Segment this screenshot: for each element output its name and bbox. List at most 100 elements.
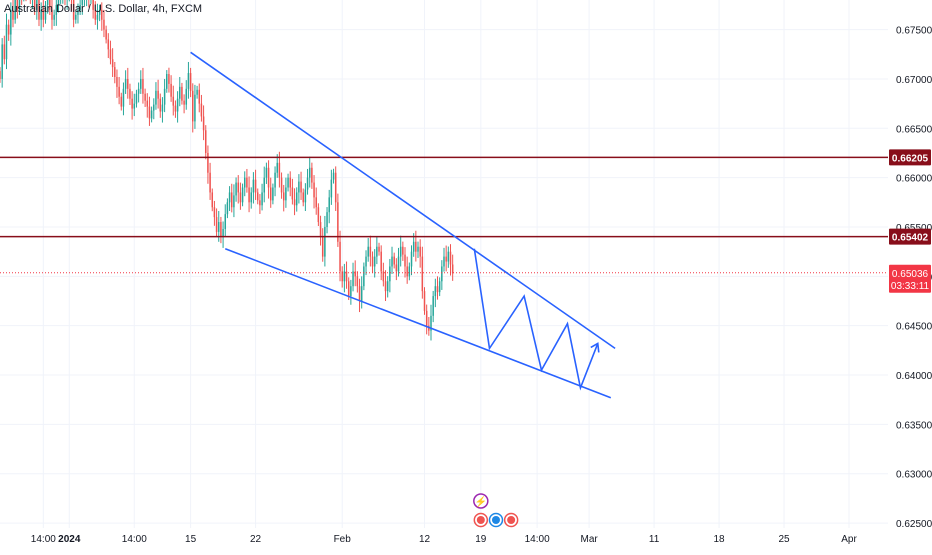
candle-body bbox=[163, 88, 166, 105]
candle-body bbox=[179, 86, 181, 99]
candle-body bbox=[408, 266, 411, 277]
candle-body bbox=[295, 192, 298, 206]
y-tick-label: 0.64000 bbox=[896, 371, 932, 382]
candle-body bbox=[92, 0, 94, 10]
candle-body bbox=[161, 104, 164, 112]
candle-body bbox=[51, 9, 53, 20]
candle-body bbox=[174, 105, 177, 112]
candle-body bbox=[133, 103, 136, 109]
candle-body bbox=[166, 74, 168, 89]
x-tick-label: 12 bbox=[419, 534, 431, 545]
candle-body bbox=[441, 266, 443, 282]
candle-body bbox=[421, 256, 424, 292]
y-tick-label: 0.66000 bbox=[896, 174, 932, 185]
candle-body bbox=[332, 172, 335, 180]
candle-body bbox=[230, 192, 233, 208]
candle-body bbox=[144, 93, 146, 101]
candle-body bbox=[98, 9, 101, 15]
candle-body bbox=[18, 0, 21, 10]
candle-body bbox=[254, 179, 257, 193]
candle-body bbox=[202, 116, 205, 131]
event-marker-lightning bbox=[473, 493, 489, 509]
candle-body bbox=[103, 19, 105, 30]
candle-body bbox=[72, 0, 75, 20]
candle-body bbox=[269, 187, 272, 201]
candle-body bbox=[308, 167, 311, 178]
candle-body bbox=[1, 44, 3, 79]
candle-body bbox=[438, 281, 441, 293]
x-tick-label: 11 bbox=[649, 534, 660, 545]
candle-body bbox=[378, 246, 380, 252]
candle-body bbox=[261, 192, 263, 206]
flag-icon-fill bbox=[491, 516, 500, 524]
x-tick-label: 19 bbox=[475, 534, 487, 545]
candle-body bbox=[287, 177, 289, 188]
candle-body bbox=[447, 251, 450, 262]
x-tick-label: Apr bbox=[841, 534, 857, 545]
candle-body bbox=[79, 4, 81, 10]
candle-body bbox=[150, 110, 153, 119]
candle-body bbox=[53, 14, 55, 20]
candle-body bbox=[315, 197, 317, 208]
candle-body bbox=[326, 212, 328, 227]
candle-body bbox=[118, 86, 120, 97]
candle-body bbox=[343, 271, 346, 282]
candle-body bbox=[217, 222, 220, 232]
candle-body bbox=[142, 78, 144, 94]
candle-body bbox=[183, 100, 185, 105]
chart-title: Australian Dollar / U.S. Dollar, 4h, FXC… bbox=[4, 3, 203, 15]
candle-body bbox=[404, 254, 406, 267]
candle-body bbox=[200, 103, 203, 117]
candle-body bbox=[265, 167, 268, 178]
candle-body bbox=[153, 104, 155, 111]
candle-body bbox=[319, 222, 322, 237]
candle-body bbox=[449, 251, 452, 265]
candle-body bbox=[252, 179, 255, 193]
candle-body bbox=[111, 59, 114, 68]
candle-body bbox=[124, 78, 127, 89]
candle-body bbox=[38, 0, 40, 20]
y-tick-label: 0.62500 bbox=[896, 519, 932, 530]
candle-body bbox=[57, 0, 60, 5]
wedge-lower-trendline bbox=[224, 247, 612, 399]
candle-body bbox=[105, 29, 107, 40]
candle-body bbox=[276, 162, 278, 173]
candle-body bbox=[298, 181, 300, 193]
candle-body bbox=[363, 266, 365, 287]
candle-body bbox=[330, 179, 333, 198]
candle-body bbox=[194, 94, 196, 122]
candle-body bbox=[389, 266, 391, 282]
candle-body bbox=[391, 256, 393, 267]
candle-body bbox=[354, 271, 356, 277]
x-tick-label: 14:00 bbox=[122, 534, 147, 545]
countdown-label: 03:33:11 bbox=[891, 281, 930, 292]
y-tick-label: 0.63500 bbox=[896, 420, 932, 431]
candle-body bbox=[222, 228, 224, 237]
candle-body bbox=[410, 251, 413, 267]
candle-body bbox=[274, 172, 276, 188]
x-tick-label: 15 bbox=[185, 534, 197, 545]
candle-body bbox=[0, 71, 1, 79]
candle-body bbox=[434, 286, 437, 297]
x-tick-label: 14:00 bbox=[31, 534, 56, 545]
candle-body bbox=[42, 9, 45, 20]
candle-body bbox=[334, 172, 337, 203]
y-tick-label: 0.63000 bbox=[896, 470, 932, 481]
candle-body bbox=[120, 96, 123, 107]
candle-body bbox=[250, 192, 252, 203]
candle-body bbox=[328, 197, 330, 213]
candle-body bbox=[16, 0, 19, 10]
candle-body bbox=[213, 207, 216, 218]
candle-body bbox=[337, 202, 339, 242]
candle-body bbox=[131, 98, 133, 109]
x-tick-label: 2024 bbox=[58, 534, 81, 545]
candle-body bbox=[376, 246, 378, 257]
y-tick-label: 0.64500 bbox=[896, 322, 932, 333]
candle-body bbox=[280, 177, 283, 193]
candle-body bbox=[33, 0, 36, 10]
candle-body bbox=[137, 88, 140, 94]
candle-body bbox=[211, 192, 214, 208]
candle-body bbox=[371, 256, 374, 267]
candle-body bbox=[356, 276, 359, 287]
wedge-upper-trendline bbox=[190, 51, 616, 350]
